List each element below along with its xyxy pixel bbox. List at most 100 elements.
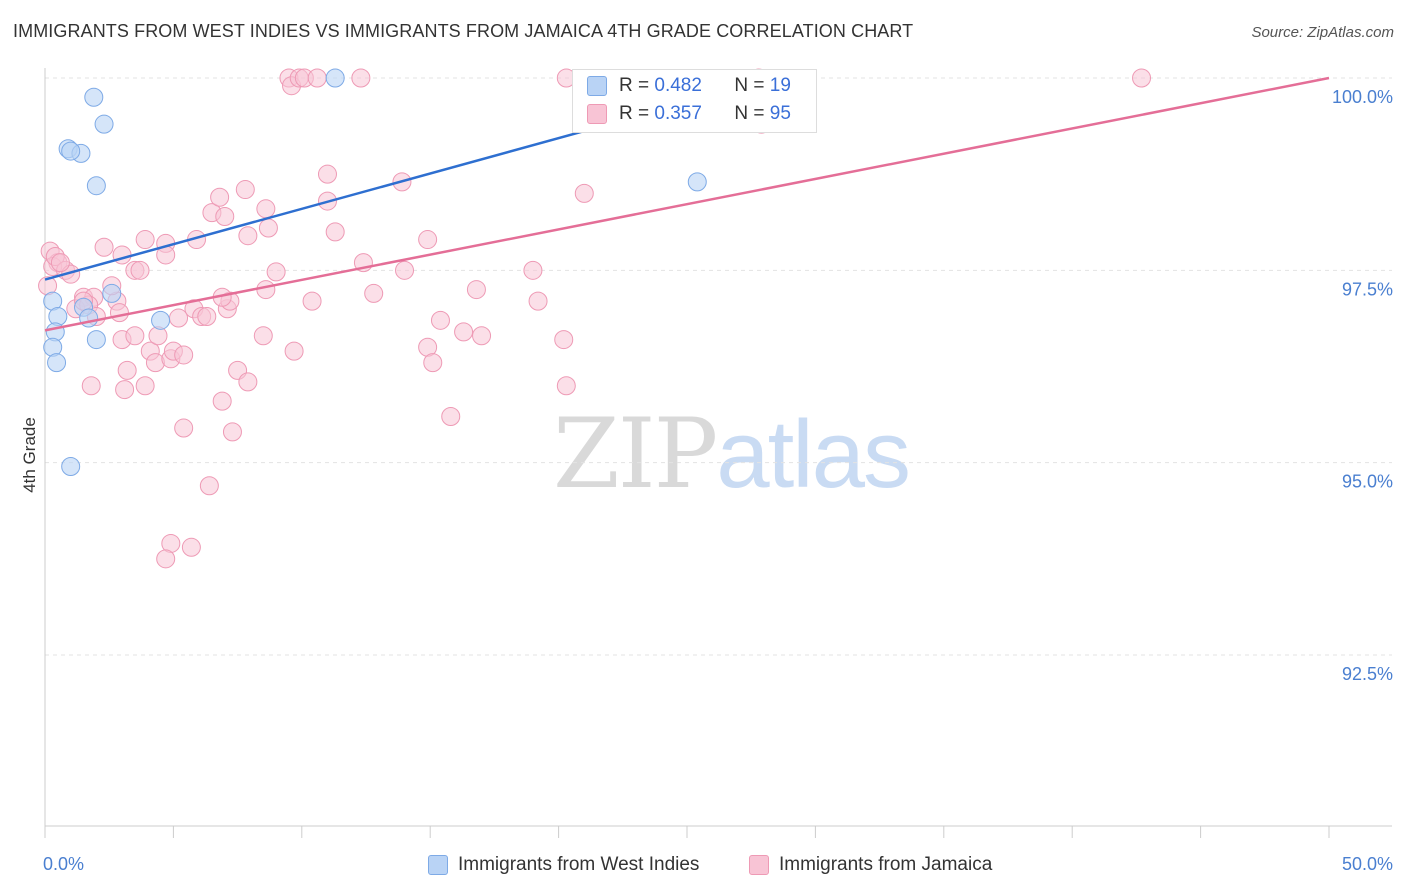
west-indies-point — [325, 68, 345, 88]
jamaica-point — [253, 326, 273, 346]
r-label: R = — [619, 103, 650, 124]
axis-layer — [44, 68, 1392, 838]
watermark-zip: ZIP — [553, 398, 718, 510]
y-tick-label: 97.5% — [1342, 279, 1393, 299]
west-indies-point — [47, 353, 67, 373]
x-tick-label-min: 0.0% — [43, 854, 84, 874]
jamaica-point — [174, 345, 194, 365]
jamaica-point — [418, 230, 438, 250]
jamaica-point — [197, 306, 217, 326]
stats-legend: R = 0.482 N = 19 R = 0.357 N = 95 — [572, 69, 817, 133]
jamaica-trend-line — [44, 76, 1330, 332]
jamaica-point — [109, 303, 129, 323]
jamaica-point — [235, 180, 255, 200]
jamaica-point — [156, 549, 176, 569]
jamaica-point — [395, 260, 415, 280]
west-indies-point — [84, 87, 104, 107]
jamaica-point — [125, 326, 145, 346]
jamaica-point — [174, 418, 194, 438]
r-label: R = — [619, 75, 650, 96]
jamaica-point — [117, 360, 137, 380]
jamaica-point — [523, 260, 543, 280]
jamaica-point — [212, 391, 232, 411]
jamaica-points — [38, 68, 1152, 569]
jamaica-point — [423, 353, 443, 373]
jamaica-point — [441, 407, 461, 427]
jamaica-point — [302, 291, 322, 311]
jamaica-point — [307, 68, 327, 88]
west-indies-point — [79, 308, 99, 328]
jamaica-point — [466, 280, 486, 300]
y-tick-label: 95.0% — [1342, 472, 1393, 492]
west-indies-legend-swatch — [428, 855, 448, 875]
jamaica-point — [258, 218, 278, 238]
legend-row-west-indies: R = 0.482 N = 19 — [587, 74, 791, 98]
west-indies-point — [151, 310, 171, 330]
y-tick-label: 92.5% — [1342, 664, 1393, 684]
jamaica-swatch — [587, 104, 607, 124]
jamaica-point — [556, 376, 576, 396]
jamaica-point — [169, 308, 189, 328]
n-label: N = — [734, 75, 765, 96]
legend-row-jamaica: R = 0.357 N = 95 — [587, 102, 791, 126]
jamaica-point — [256, 280, 276, 300]
jamaica-point — [238, 372, 258, 392]
jamaica-point — [238, 226, 258, 246]
jamaica-legend-swatch — [749, 855, 769, 875]
west-indies-point — [94, 114, 114, 134]
r-value: 0.357 — [654, 103, 702, 124]
jamaica-point — [472, 326, 492, 346]
jamaica-point — [430, 310, 450, 330]
jamaica-legend-label: Immigrants from Jamaica — [779, 854, 993, 875]
jamaica-point — [199, 476, 219, 496]
y-tick-label: 100.0% — [1332, 87, 1393, 107]
label-layer: 100.0% 97.5% 95.0% 92.5% 0.0% 50.0% 4th Grade — [20, 87, 1393, 874]
x-tick-label-max: 50.0% — [1342, 854, 1393, 874]
grid-layer — [45, 77, 1392, 656]
bottom-legend-jamaica: Immigrants from Jamaica — [749, 852, 992, 878]
n-value: 19 — [769, 75, 791, 96]
chart-title: IMMIGRANTS FROM WEST INDIES VS IMMIGRANT… — [13, 21, 914, 41]
jamaica-point — [130, 260, 150, 280]
bottom-legend-west-indies: Immigrants from West Indies — [428, 852, 699, 878]
watermark: ZIPatlas — [553, 398, 911, 510]
jamaica-point — [325, 222, 345, 242]
west-indies-point — [102, 283, 122, 303]
jamaica-point — [554, 330, 574, 350]
jamaica-point — [50, 253, 70, 273]
jamaica-point — [454, 322, 474, 342]
jamaica-point — [528, 291, 548, 311]
west-indies-point — [61, 141, 81, 161]
jamaica-point — [574, 183, 594, 203]
west-indies-point — [61, 457, 81, 477]
jamaica-point — [266, 262, 286, 282]
west-indies-point — [86, 176, 106, 196]
west-indies-legend-label: Immigrants from West Indies — [458, 854, 700, 875]
jamaica-point — [256, 199, 276, 219]
jamaica-point — [94, 237, 114, 257]
jamaica-point — [317, 164, 337, 184]
jamaica-point — [181, 537, 201, 557]
y-axis-title: 4th Grade — [20, 417, 39, 493]
jamaica-point — [1132, 68, 1152, 88]
source-credit: Source: ZipAtlas.com — [1251, 24, 1394, 41]
jamaica-point — [222, 422, 242, 442]
watermark-atlas: atlas — [716, 401, 911, 508]
jamaica-point — [284, 341, 304, 361]
n-label: N = — [734, 103, 765, 124]
jamaica-point — [364, 283, 384, 303]
r-value: 0.482 — [654, 75, 702, 96]
west-indies-points — [43, 68, 707, 477]
jamaica-point — [81, 376, 101, 396]
west-indies-point — [86, 330, 106, 350]
jamaica-point — [115, 380, 135, 400]
jamaica-point — [135, 376, 155, 396]
west-indies-point — [687, 172, 707, 192]
jamaica-point — [210, 187, 230, 207]
jamaica-point — [135, 230, 155, 250]
n-value: 95 — [769, 103, 791, 124]
west-indies-swatch — [587, 76, 607, 96]
jamaica-point — [215, 206, 235, 226]
jamaica-point — [351, 68, 371, 88]
